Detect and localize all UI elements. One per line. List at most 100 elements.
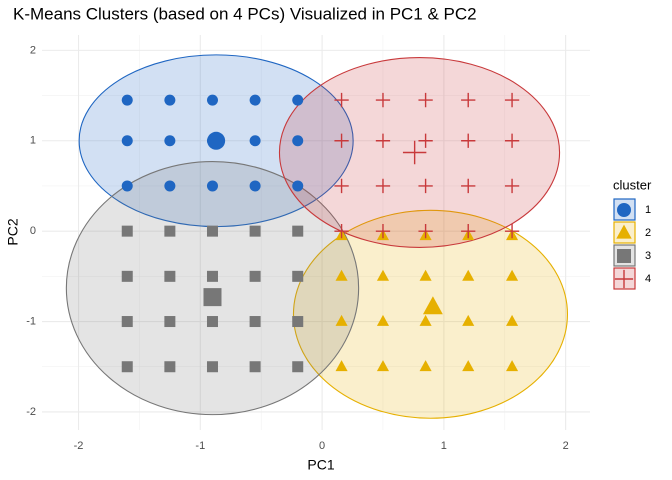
point	[462, 360, 475, 372]
grid	[42, 35, 590, 430]
point	[334, 223, 349, 239]
point	[206, 225, 218, 237]
point	[164, 94, 176, 106]
legend-symbol	[616, 224, 632, 239]
point	[376, 269, 390, 281]
series	[121, 225, 304, 373]
point	[375, 223, 391, 239]
point	[506, 314, 519, 326]
point	[164, 270, 176, 282]
point	[121, 361, 133, 373]
legend-label: 1	[645, 204, 651, 216]
point	[419, 314, 432, 326]
point	[249, 225, 261, 237]
point	[292, 225, 304, 237]
point	[206, 361, 218, 373]
centroid	[203, 288, 222, 307]
point	[419, 269, 432, 281]
point	[504, 92, 520, 108]
legend-title: cluster	[613, 177, 652, 192]
point	[376, 314, 390, 326]
series	[121, 94, 304, 192]
point	[206, 94, 218, 106]
point	[376, 360, 390, 372]
point	[249, 361, 261, 373]
x-tick-label: 1	[441, 440, 447, 452]
point	[506, 360, 519, 372]
x-tick-label: -1	[195, 440, 205, 452]
x-tick-label: 0	[319, 440, 325, 452]
point	[375, 92, 391, 108]
point	[334, 178, 349, 194]
point	[504, 178, 520, 194]
legend-label: 2	[645, 227, 651, 239]
y-tick-label: -1	[26, 315, 36, 327]
point	[375, 133, 391, 148]
legend-label: 3	[645, 250, 651, 262]
point	[506, 269, 519, 281]
point	[121, 225, 133, 237]
point	[335, 269, 348, 281]
point	[334, 92, 349, 108]
point	[249, 180, 261, 192]
series	[335, 229, 519, 372]
point	[249, 94, 261, 106]
y-tick-label: 0	[30, 225, 36, 237]
point	[249, 135, 261, 147]
point	[164, 225, 176, 237]
legend-label: 4	[645, 273, 651, 285]
point	[164, 361, 176, 373]
point	[121, 316, 133, 328]
legend-symbol	[614, 269, 634, 289]
centroid	[423, 296, 443, 315]
point	[418, 133, 433, 148]
legend-symbol	[617, 203, 631, 217]
centroid	[207, 131, 226, 150]
point	[462, 314, 475, 326]
y-tick-label: -2	[26, 406, 36, 418]
x-tick-label: 2	[563, 440, 569, 452]
point	[121, 135, 133, 147]
point	[504, 133, 520, 148]
cluster-ellipse	[292, 209, 569, 419]
point	[418, 92, 433, 108]
point	[461, 133, 476, 148]
point	[206, 270, 218, 282]
point	[461, 178, 476, 194]
point	[292, 316, 304, 328]
point	[292, 180, 304, 192]
legend-symbol	[617, 249, 631, 263]
y-axis-title: PC2	[5, 218, 21, 245]
point	[206, 180, 218, 192]
point	[418, 178, 433, 194]
point	[292, 135, 304, 147]
y-tick-label: 1	[30, 135, 36, 147]
point	[461, 223, 476, 239]
x-tick-label: -2	[74, 440, 84, 452]
point	[335, 360, 348, 372]
centroid	[402, 140, 427, 165]
point	[375, 178, 391, 194]
point	[419, 360, 432, 372]
point	[164, 316, 176, 328]
point	[249, 270, 261, 282]
y-tick-label: 2	[30, 44, 36, 56]
point	[249, 316, 261, 328]
point	[335, 314, 348, 326]
chart-title: K-Means Clusters (based on 4 PCs) Visual…	[13, 4, 477, 23]
cluster-ellipse	[65, 160, 360, 416]
point	[164, 135, 176, 147]
point	[462, 269, 475, 281]
point	[121, 270, 133, 282]
point	[334, 133, 349, 148]
point	[292, 94, 304, 106]
point	[461, 92, 476, 108]
series	[334, 92, 520, 239]
point	[164, 180, 176, 192]
point	[292, 270, 304, 282]
point	[206, 316, 218, 328]
point	[418, 223, 433, 239]
point	[292, 361, 304, 373]
point	[121, 180, 133, 192]
